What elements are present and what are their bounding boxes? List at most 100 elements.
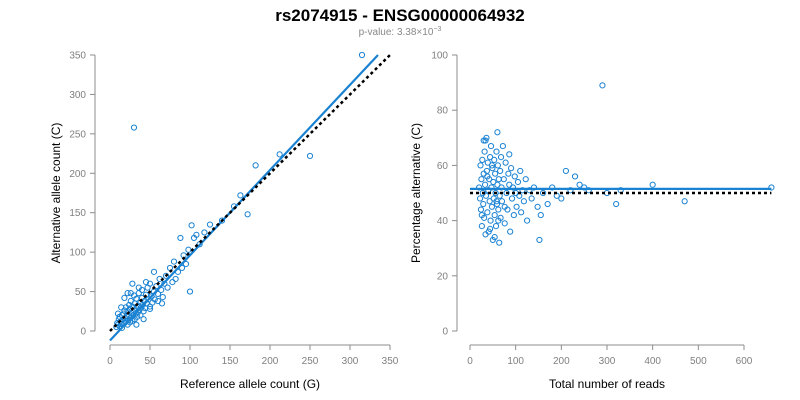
y-tick-label: 300 bbox=[69, 90, 86, 101]
data-point bbox=[159, 293, 166, 301]
data-point bbox=[523, 217, 531, 224]
y-axis-title: Percentage alternative (C) bbox=[409, 123, 423, 263]
data-point bbox=[177, 234, 184, 242]
data-point bbox=[133, 321, 140, 328]
data-point bbox=[505, 170, 512, 177]
x-tick-label: 100 bbox=[507, 356, 524, 367]
data-point bbox=[490, 178, 497, 186]
data-point bbox=[536, 236, 543, 244]
data-point bbox=[244, 211, 251, 218]
data-point bbox=[493, 148, 500, 155]
data-point bbox=[479, 156, 486, 163]
data-point bbox=[252, 162, 259, 169]
data-point bbox=[146, 305, 154, 313]
data-point bbox=[503, 189, 510, 197]
x-tick-label: 300 bbox=[342, 356, 359, 367]
data-point bbox=[477, 206, 485, 213]
x-tick-label: 350 bbox=[382, 356, 399, 367]
data-point bbox=[478, 176, 485, 183]
data-point bbox=[150, 268, 158, 275]
data-point bbox=[164, 284, 171, 291]
data-point bbox=[511, 173, 518, 180]
data-point bbox=[478, 223, 485, 230]
data-point bbox=[154, 290, 162, 298]
data-point bbox=[153, 282, 160, 290]
data-point bbox=[517, 167, 524, 175]
data-point bbox=[124, 290, 131, 297]
data-point bbox=[182, 260, 190, 268]
data-point bbox=[496, 192, 503, 199]
data-point bbox=[518, 209, 525, 216]
data-point bbox=[170, 258, 178, 265]
data-point bbox=[481, 181, 489, 188]
percentage-panel: 0 100 200 300 400 500 600 0 20 40 60 80 100 Total num… bbox=[409, 51, 775, 391]
data-point bbox=[508, 165, 515, 172]
data-point bbox=[494, 129, 501, 136]
data-point bbox=[537, 211, 544, 219]
data-point bbox=[118, 324, 126, 331]
data-point bbox=[482, 137, 489, 144]
data-point bbox=[114, 310, 122, 317]
data-point bbox=[558, 195, 565, 202]
data-point bbox=[491, 234, 498, 241]
x-tick-label: 250 bbox=[302, 356, 319, 367]
data-point bbox=[576, 181, 583, 188]
data-point bbox=[501, 220, 508, 227]
x-tick-label: 500 bbox=[690, 356, 707, 367]
y-tick-label: 40 bbox=[437, 216, 449, 227]
data-point bbox=[487, 142, 495, 150]
data-point bbox=[497, 154, 505, 161]
data-point bbox=[498, 184, 505, 191]
data-point bbox=[492, 189, 499, 197]
x-tick-label: 0 bbox=[107, 356, 113, 367]
y-tick-label: 150 bbox=[69, 208, 86, 219]
data-point bbox=[567, 187, 574, 194]
data-point bbox=[522, 176, 529, 183]
data-point bbox=[188, 222, 195, 229]
data-point bbox=[491, 156, 498, 163]
data-point bbox=[520, 198, 527, 205]
data-point bbox=[487, 217, 494, 224]
y-tick-label: 50 bbox=[75, 287, 87, 298]
data-point bbox=[151, 296, 158, 303]
data-point bbox=[499, 142, 506, 150]
data-point bbox=[185, 246, 192, 253]
data-point bbox=[140, 308, 147, 315]
data-point bbox=[486, 225, 494, 232]
x-tick-label: 50 bbox=[144, 356, 156, 367]
data-point bbox=[276, 151, 283, 158]
data-point bbox=[534, 203, 541, 210]
data-point bbox=[169, 279, 176, 286]
data-point bbox=[237, 192, 244, 199]
y-tick-label: 0 bbox=[80, 327, 86, 338]
data-point bbox=[613, 200, 620, 208]
x-axis-title: Total number of reads bbox=[549, 377, 665, 391]
chart-title: rs2074915 - ENSG00000064932 bbox=[275, 6, 525, 25]
data-point bbox=[508, 195, 516, 202]
x-tick-label: 200 bbox=[553, 356, 570, 367]
data-point bbox=[148, 293, 155, 300]
data-point bbox=[488, 162, 496, 169]
data-point bbox=[549, 184, 556, 191]
data-point bbox=[502, 159, 509, 166]
data-point bbox=[145, 296, 152, 303]
data-point bbox=[142, 279, 150, 286]
data-point bbox=[492, 223, 500, 230]
data-point bbox=[488, 184, 495, 191]
y-tick-label: 80 bbox=[437, 106, 449, 117]
data-point bbox=[495, 217, 502, 224]
subtitle-exponent: −3 bbox=[433, 26, 441, 33]
data-point bbox=[481, 148, 488, 155]
data-point bbox=[496, 239, 503, 246]
data-point bbox=[681, 198, 688, 205]
data-point bbox=[158, 300, 166, 307]
data-point bbox=[489, 165, 496, 172]
data-point bbox=[507, 228, 514, 235]
data-point bbox=[486, 154, 494, 161]
data-point bbox=[146, 280, 154, 287]
data-point bbox=[193, 231, 200, 238]
y-tick-label: 350 bbox=[69, 51, 86, 62]
data-point bbox=[129, 280, 136, 287]
y-tick-label: 0 bbox=[442, 327, 448, 338]
data-point bbox=[509, 184, 517, 191]
